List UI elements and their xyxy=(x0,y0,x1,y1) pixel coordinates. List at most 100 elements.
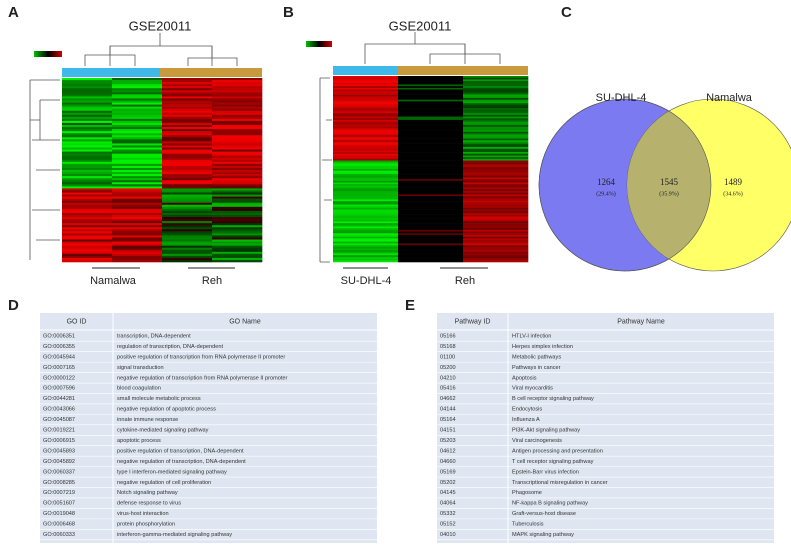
dendrogram xyxy=(319,32,501,263)
heatmap-cell xyxy=(62,214,113,218)
heatmap-cell xyxy=(333,214,399,217)
heatmap-cell xyxy=(162,120,213,124)
heatmap-cell xyxy=(162,127,213,130)
heatmap-cell xyxy=(398,255,464,258)
heatmap-cell xyxy=(162,133,213,136)
table-cell: GO:0043066 xyxy=(43,407,75,413)
heatmap-cell xyxy=(398,211,464,214)
heatmap-cell xyxy=(212,245,263,248)
heatmap-cell xyxy=(398,111,464,114)
heatmap-cell xyxy=(463,192,529,195)
heatmap-cell xyxy=(333,136,399,139)
table-background xyxy=(40,313,377,543)
heatmap-cell xyxy=(112,88,163,91)
heatmap-cell xyxy=(62,159,113,163)
heatmap-cell xyxy=(333,125,399,128)
heatmap-cell xyxy=(162,172,213,175)
heatmap-cell xyxy=(398,152,464,155)
table-cell: 05152 xyxy=(440,522,456,528)
heatmap-cell xyxy=(212,88,263,91)
table-cell: PI3K-Akt signaling pathway xyxy=(512,428,580,434)
table-header: GO Name xyxy=(229,318,261,325)
heatmap-cell xyxy=(333,248,399,251)
heatmap-cell xyxy=(212,233,263,236)
heatmap-cell xyxy=(463,187,529,190)
heatmap-cell xyxy=(212,116,263,120)
table-cell: type I interferon-mediated signaling pat… xyxy=(117,469,227,475)
heatmap-cell xyxy=(333,251,399,254)
heatmap-cell xyxy=(333,258,399,261)
heatmap-cell xyxy=(398,216,464,219)
heatmap-cell xyxy=(398,251,464,254)
heatmap-cell xyxy=(463,224,529,227)
heatmap-cell xyxy=(212,243,263,246)
heatmap-cell xyxy=(162,137,213,140)
heatmap-cell xyxy=(62,112,113,116)
heatmap-cell xyxy=(333,82,399,85)
heatmap-cell xyxy=(162,221,213,224)
heatmap-cell xyxy=(112,192,163,195)
heatmap-cell xyxy=(112,145,163,148)
table-cell: Viral carcinogenesis xyxy=(512,438,562,444)
heatmap-cell xyxy=(162,147,213,150)
dendrogram xyxy=(29,33,238,260)
heatmap-cell xyxy=(212,251,263,255)
heatmap-cell xyxy=(398,116,464,119)
heatmap-cell xyxy=(62,249,113,253)
heatmap-cell xyxy=(398,238,464,241)
heatmap-cell xyxy=(162,247,213,251)
heatmap-cell xyxy=(162,190,213,193)
heatmap-cell xyxy=(112,186,163,189)
heatmap-cell xyxy=(212,202,263,206)
heatmap-cell xyxy=(463,130,529,133)
heatmap-cell xyxy=(62,253,113,257)
heatmap-cell xyxy=(333,104,399,107)
group-label: Reh xyxy=(455,275,475,287)
heatmap-cell xyxy=(212,80,263,83)
heatmap-cell xyxy=(112,227,163,230)
heatmap-cell xyxy=(162,178,213,181)
heatmap-cell xyxy=(212,206,263,210)
heatmap-cell xyxy=(62,161,113,165)
heatmap-cell xyxy=(333,153,399,156)
heatmap-cell xyxy=(162,100,213,103)
heatmap-cell xyxy=(212,239,263,242)
heatmap-cell xyxy=(112,249,163,253)
heatmap-cell xyxy=(463,250,529,253)
heatmap-cell xyxy=(212,125,263,128)
heatmap-cell xyxy=(62,116,113,120)
heatmap-cell xyxy=(62,94,113,97)
heatmap-cell xyxy=(398,165,464,168)
heatmap-cell xyxy=(162,118,213,122)
heatmap-cell xyxy=(212,247,263,251)
heatmap-cell xyxy=(162,96,213,99)
heatmap-cell xyxy=(62,108,113,112)
heatmap-cell xyxy=(463,158,529,161)
heatmap-cell xyxy=(62,247,113,251)
heatmap-cell xyxy=(212,200,263,204)
heatmap-cell xyxy=(212,108,263,112)
heatmap-cell xyxy=(112,204,163,208)
heatmap-cell xyxy=(62,190,113,193)
heatmap-cell xyxy=(62,202,113,206)
heatmap-cell xyxy=(333,175,399,178)
heatmap-cell xyxy=(62,135,113,138)
heatmap-cell xyxy=(112,133,163,136)
heatmap-cell xyxy=(463,194,529,197)
heatmap-cell xyxy=(398,94,464,97)
heatmap-cell xyxy=(398,169,464,171)
heatmap-cell xyxy=(112,176,163,179)
heatmap-cell xyxy=(212,259,263,263)
heatmap-cell xyxy=(112,182,163,185)
panel-letter: E xyxy=(405,297,415,314)
table-cell: GO:0019048 xyxy=(43,511,75,517)
heatmap-cell xyxy=(463,199,529,202)
venn-percent: (34.6%) xyxy=(723,190,743,197)
heatmap-cell xyxy=(162,233,213,236)
heatmap-cell xyxy=(162,170,213,173)
table-cell: regulation of transcription, DNA-depende… xyxy=(117,344,223,350)
heatmap-cell xyxy=(162,102,213,105)
heatmap-cell xyxy=(398,89,464,92)
heatmap-cell xyxy=(162,180,213,183)
heatmap-cell xyxy=(463,104,529,107)
